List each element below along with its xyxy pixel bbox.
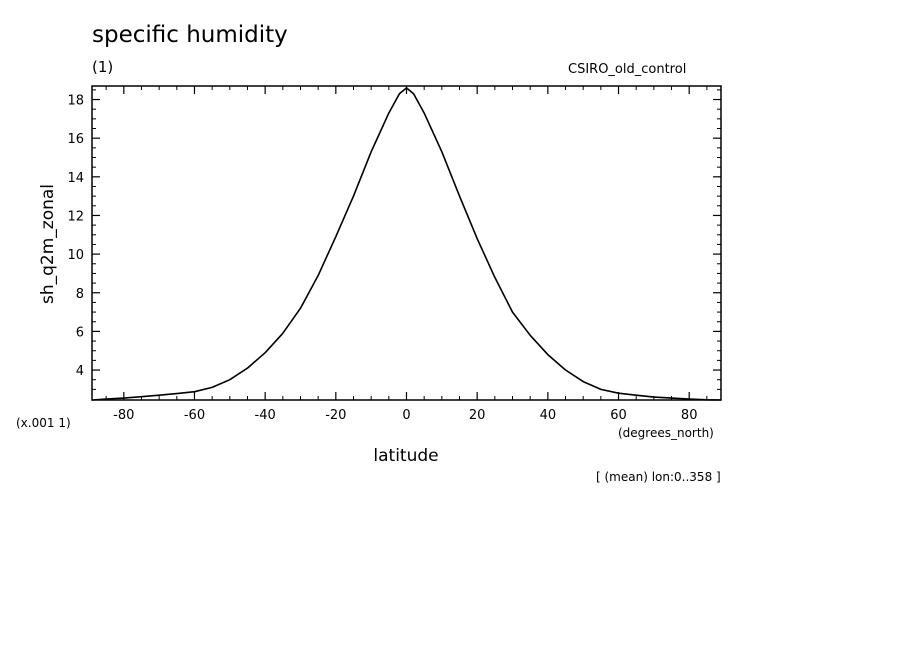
series-line — [91, 87, 722, 401]
x-tick-label: -40 — [255, 408, 276, 423]
x-tick-label: -20 — [325, 408, 346, 423]
x-tick-label: -60 — [184, 408, 205, 423]
y-tick-label: 4 — [76, 364, 84, 379]
x-tick-label: 40 — [540, 408, 557, 423]
x-axis-label: latitude — [373, 446, 439, 466]
x-units-label: (degrees_north) — [618, 426, 714, 440]
y-tick-label: 8 — [76, 287, 84, 302]
y-tick-label: 16 — [67, 132, 84, 147]
x-tick-label: 60 — [610, 408, 627, 423]
averaging-footnote: [ (mean) lon:0..358 ] — [596, 470, 721, 484]
chart-subtitle: (1) — [92, 58, 114, 76]
y-scale-note: (x.001 1) — [16, 416, 71, 430]
run-name: CSIRO_old_control — [568, 62, 687, 77]
x-tick-label: 80 — [681, 408, 698, 423]
y-tick-label: 12 — [67, 209, 84, 224]
plot-frame — [91, 85, 722, 401]
x-tick-label: 0 — [402, 408, 410, 423]
chart-title: specific humidity — [92, 22, 288, 48]
x-tick-label: -80 — [113, 408, 134, 423]
y-tick-label: 18 — [67, 94, 84, 109]
y-tick-label: 14 — [67, 171, 84, 186]
y-tick-label: 6 — [76, 325, 84, 340]
y-tick-label: 10 — [67, 248, 84, 263]
x-tick-label: 20 — [469, 408, 486, 423]
